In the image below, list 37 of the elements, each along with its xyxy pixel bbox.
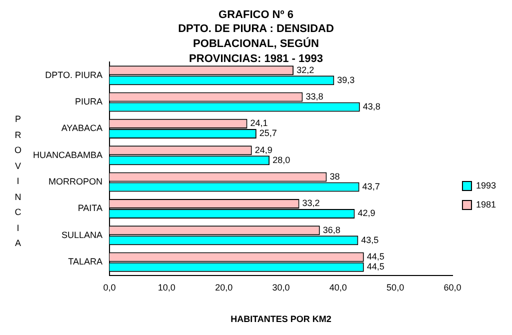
data-label: 39,3 <box>337 74 355 85</box>
y-tick-label: SULLANA <box>61 230 103 240</box>
data-label: 44,5 <box>366 262 384 272</box>
y-tick-label: HUANCABAMBA <box>32 150 103 160</box>
x-tick-label: 0,0 <box>103 282 116 292</box>
data-label: 42,9 <box>358 208 376 218</box>
x-tick-label: 40,0 <box>329 282 347 292</box>
data-label: 33,8 <box>306 91 324 102</box>
x-tick-label: 60,0 <box>444 282 462 292</box>
y-tick-label: TALARA <box>68 256 103 267</box>
y-tick-label: MORROPON <box>48 176 103 187</box>
x-axis-title: HABITANTES POR KM2 <box>230 314 332 324</box>
data-label: 43,5 <box>361 234 379 245</box>
y-tick-label: AYABACA <box>61 123 103 134</box>
legend-label: 1981 <box>476 199 496 210</box>
data-label: 28,0 <box>272 154 290 165</box>
x-tick-label: 50,0 <box>386 282 404 292</box>
data-label: 43,7 <box>362 182 380 192</box>
chart-title: GRAFICO Nº 6 <box>218 8 294 22</box>
data-label: 44,5 <box>366 252 384 262</box>
data-label: 33,2 <box>302 198 320 208</box>
data-label: 36,8 <box>322 224 340 235</box>
data-label: 24,1 <box>250 118 268 128</box>
x-tick-label: 30,0 <box>272 282 290 292</box>
y-tick-label: PAITA <box>78 203 103 214</box>
text: PROVINCIA <box>14 114 22 248</box>
data-label: 32,2 <box>296 64 314 75</box>
data-label: 25,7 <box>259 128 277 138</box>
chart-subtitle: DPTO. DE PIURA : DENSIDAD POBLACIONAL, SEGÚN PROVINCIAS: 1981 - 1993 <box>177 22 335 66</box>
data-label: 24,9 <box>254 144 272 155</box>
legend-label: 1993 <box>476 180 496 190</box>
data-label: 38 <box>330 172 340 182</box>
x-tick-label: 10,0 <box>158 282 176 292</box>
x-tick-label: 20,0 <box>215 282 233 292</box>
y-tick-label: DPTO. PIURA <box>45 70 103 80</box>
y-tick-label: PIURA <box>74 96 103 106</box>
data-label: 43,8 <box>362 102 380 112</box>
